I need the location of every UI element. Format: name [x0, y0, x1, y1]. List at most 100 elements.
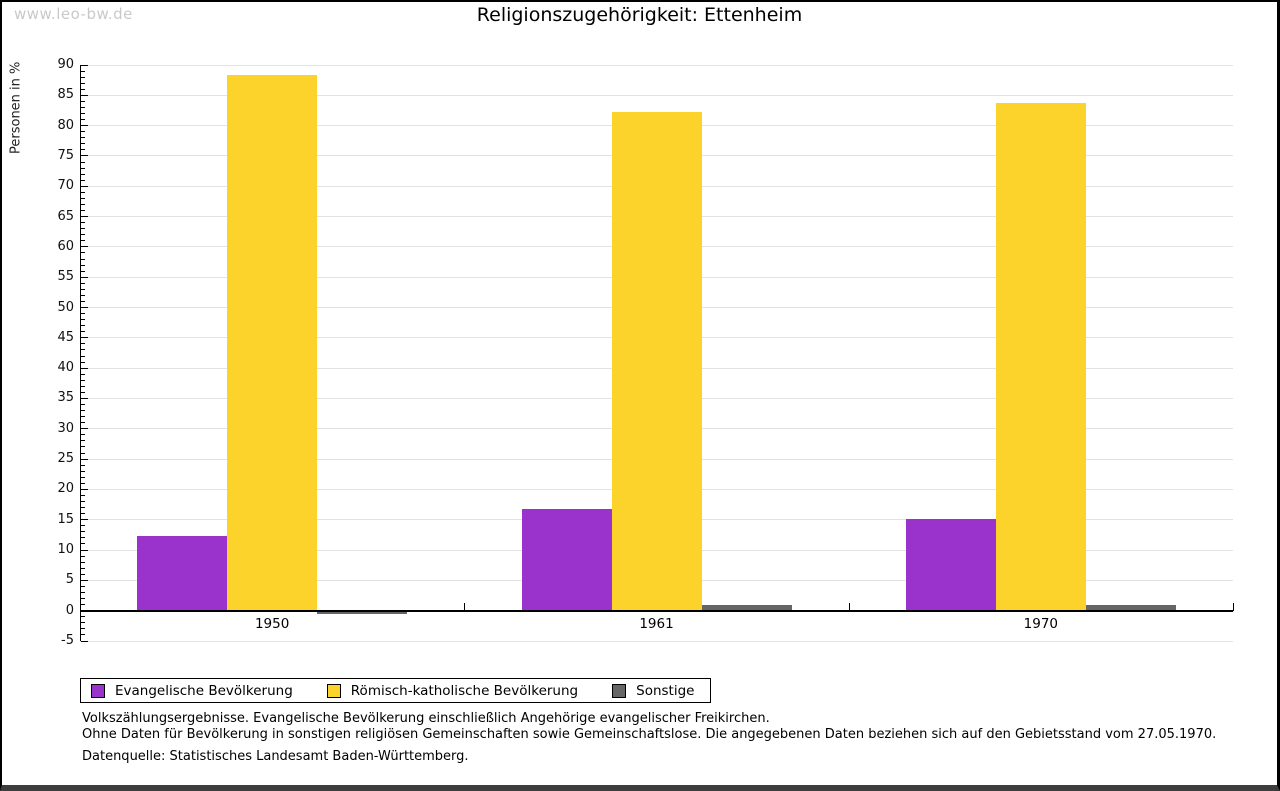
y-minor-tick: [81, 137, 85, 139]
y-minor-tick: [81, 598, 85, 600]
y-minor-tick: [81, 100, 85, 102]
y-minor-tick: [81, 464, 85, 466]
y-minor-tick: [81, 555, 85, 557]
gridline: [80, 64, 1233, 66]
y-major-tick: [81, 307, 88, 309]
gridline: [80, 640, 1233, 642]
y-major-tick: [81, 367, 88, 369]
y-minor-tick: [81, 131, 85, 133]
y-tick-label: 35: [57, 390, 74, 406]
y-minor-tick: [81, 240, 85, 242]
y-major-tick: [81, 125, 88, 127]
y-minor-tick: [81, 622, 85, 624]
x-axis-zero-line: [80, 609, 1233, 612]
y-minor-tick: [81, 604, 85, 606]
y-minor-tick: [81, 531, 85, 533]
y-minor-tick: [81, 343, 85, 345]
bar-1961-series-2: [701, 604, 792, 611]
y-minor-tick: [81, 288, 85, 290]
y-minor-tick: [81, 628, 85, 630]
y-minor-tick: [81, 76, 85, 78]
footnote-line-1: Volkszählungsergebnisse. Evangelische Be…: [82, 711, 770, 726]
y-tick-label: 75: [57, 147, 74, 163]
y-minor-tick: [81, 282, 85, 284]
y-major-tick: [81, 428, 88, 430]
y-major-tick: [81, 397, 88, 399]
y-minor-tick: [81, 325, 85, 327]
y-major-tick: [81, 488, 88, 490]
y-minor-tick: [81, 143, 85, 145]
y-minor-tick: [81, 373, 85, 375]
y-tick-label: 65: [57, 208, 74, 224]
y-minor-tick: [81, 264, 85, 266]
y-minor-tick: [81, 331, 85, 333]
y-major-tick: [81, 579, 88, 581]
legend-item-1: Römisch-katholische Bevölkerung: [326, 683, 578, 699]
y-tick-label: 5: [65, 572, 74, 588]
y-minor-tick: [81, 82, 85, 84]
y-minor-tick: [81, 313, 85, 315]
y-minor-tick: [81, 222, 85, 224]
y-minor-tick: [81, 494, 85, 496]
y-tick-label: 25: [57, 451, 74, 467]
y-minor-tick: [81, 106, 85, 108]
y-tick-label: 90: [57, 57, 74, 72]
y-major-tick: [81, 246, 88, 248]
y-minor-tick: [81, 634, 85, 636]
y-minor-tick: [81, 179, 85, 181]
y-minor-tick: [81, 149, 85, 151]
y-minor-tick: [81, 422, 85, 424]
y-major-tick: [81, 155, 88, 157]
y-minor-tick: [81, 355, 85, 357]
y-minor-tick: [81, 234, 85, 236]
bar-1950-series-2: [317, 610, 408, 615]
y-minor-tick: [81, 525, 85, 527]
y-major-tick: [81, 94, 88, 96]
y-minor-tick: [81, 191, 85, 193]
y-tick-label: 50: [57, 299, 74, 315]
y-minor-tick: [81, 349, 85, 351]
y-minor-tick: [81, 300, 85, 302]
legend-item-0: Evangelische Bevölkerung: [91, 683, 293, 699]
legend-swatch-icon: [91, 683, 105, 698]
y-tick-label: 80: [57, 117, 74, 133]
y-tick-label: 15: [57, 511, 74, 527]
y-major-tick: [81, 185, 88, 187]
y-tick-label: 70: [57, 178, 74, 194]
y-minor-tick: [81, 567, 85, 569]
y-major-tick: [81, 640, 88, 642]
legend-box: Evangelische Bevölkerung Römisch-katholis…: [80, 678, 712, 703]
y-tick-label: 30: [57, 420, 74, 436]
legend-swatch-icon: [612, 683, 627, 698]
y-major-tick: [81, 337, 88, 339]
y-tick-label: 60: [57, 238, 74, 254]
y-minor-tick: [81, 173, 85, 175]
y-minor-tick: [81, 385, 85, 387]
legend-label: Evangelische Bevölkerung: [115, 682, 293, 699]
y-tick-label: 85: [57, 87, 74, 103]
legend-item-2: Sonstige: [612, 683, 694, 699]
y-minor-tick: [81, 573, 85, 575]
bar-1970-series-2: [1085, 604, 1176, 611]
y-minor-tick: [81, 167, 85, 169]
y-minor-tick: [81, 270, 85, 272]
y-minor-tick: [81, 119, 85, 121]
y-minor-tick: [81, 513, 85, 515]
y-minor-tick: [81, 70, 85, 72]
y-minor-tick: [81, 88, 85, 90]
y-major-tick: [81, 519, 88, 521]
y-tick-label: 0: [65, 602, 74, 618]
x-category-label: 1970: [1023, 615, 1058, 632]
y-minor-tick: [81, 482, 85, 484]
y-minor-tick: [81, 252, 85, 254]
y-minor-tick: [81, 470, 85, 472]
bar-1970-series-0: [905, 518, 996, 611]
y-minor-tick: [81, 203, 85, 205]
y-major-tick: [81, 64, 88, 66]
y-minor-tick: [81, 476, 85, 478]
y-minor-tick: [81, 361, 85, 363]
legend-label: Sonstige: [636, 682, 695, 699]
y-minor-tick: [81, 416, 85, 418]
y-minor-tick: [81, 537, 85, 539]
